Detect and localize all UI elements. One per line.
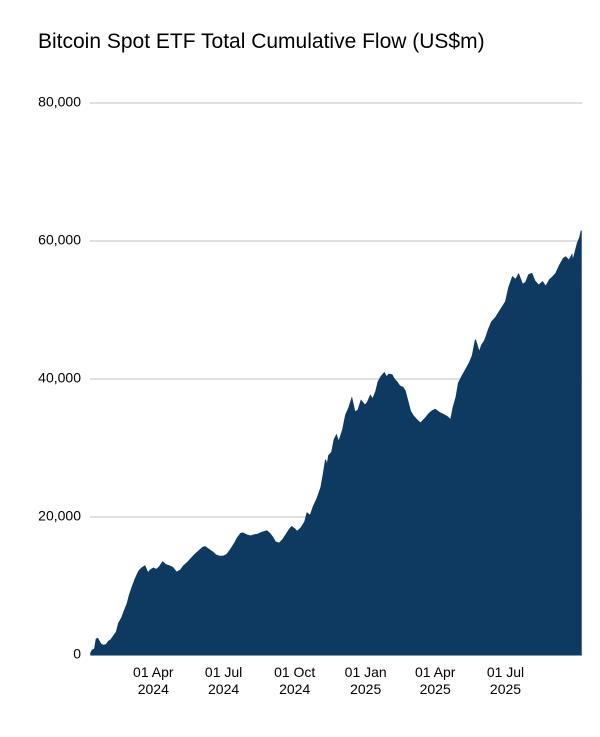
y-tick-label: 20,000 [38, 508, 81, 524]
cumulative-flow-area [90, 230, 582, 656]
x-tick-label: 01 Jan 2025 [345, 664, 387, 697]
x-tick-label: 01 Jul 2024 [205, 664, 242, 697]
y-tick-label: 80,000 [38, 94, 81, 110]
x-tick-label: 01 Jul 2025 [487, 664, 524, 697]
x-tick-label: 01 Oct 2024 [274, 664, 315, 697]
y-tick-label: 60,000 [38, 232, 81, 248]
x-tick-label: 01 Apr 2025 [415, 664, 456, 697]
x-tick-label: 01 Apr 2024 [133, 664, 174, 697]
chart-title: Bitcoin Spot ETF Total Cumulative Flow (… [38, 30, 485, 53]
y-tick-label: 40,000 [38, 370, 81, 386]
y-tick-label: 0 [73, 646, 81, 662]
